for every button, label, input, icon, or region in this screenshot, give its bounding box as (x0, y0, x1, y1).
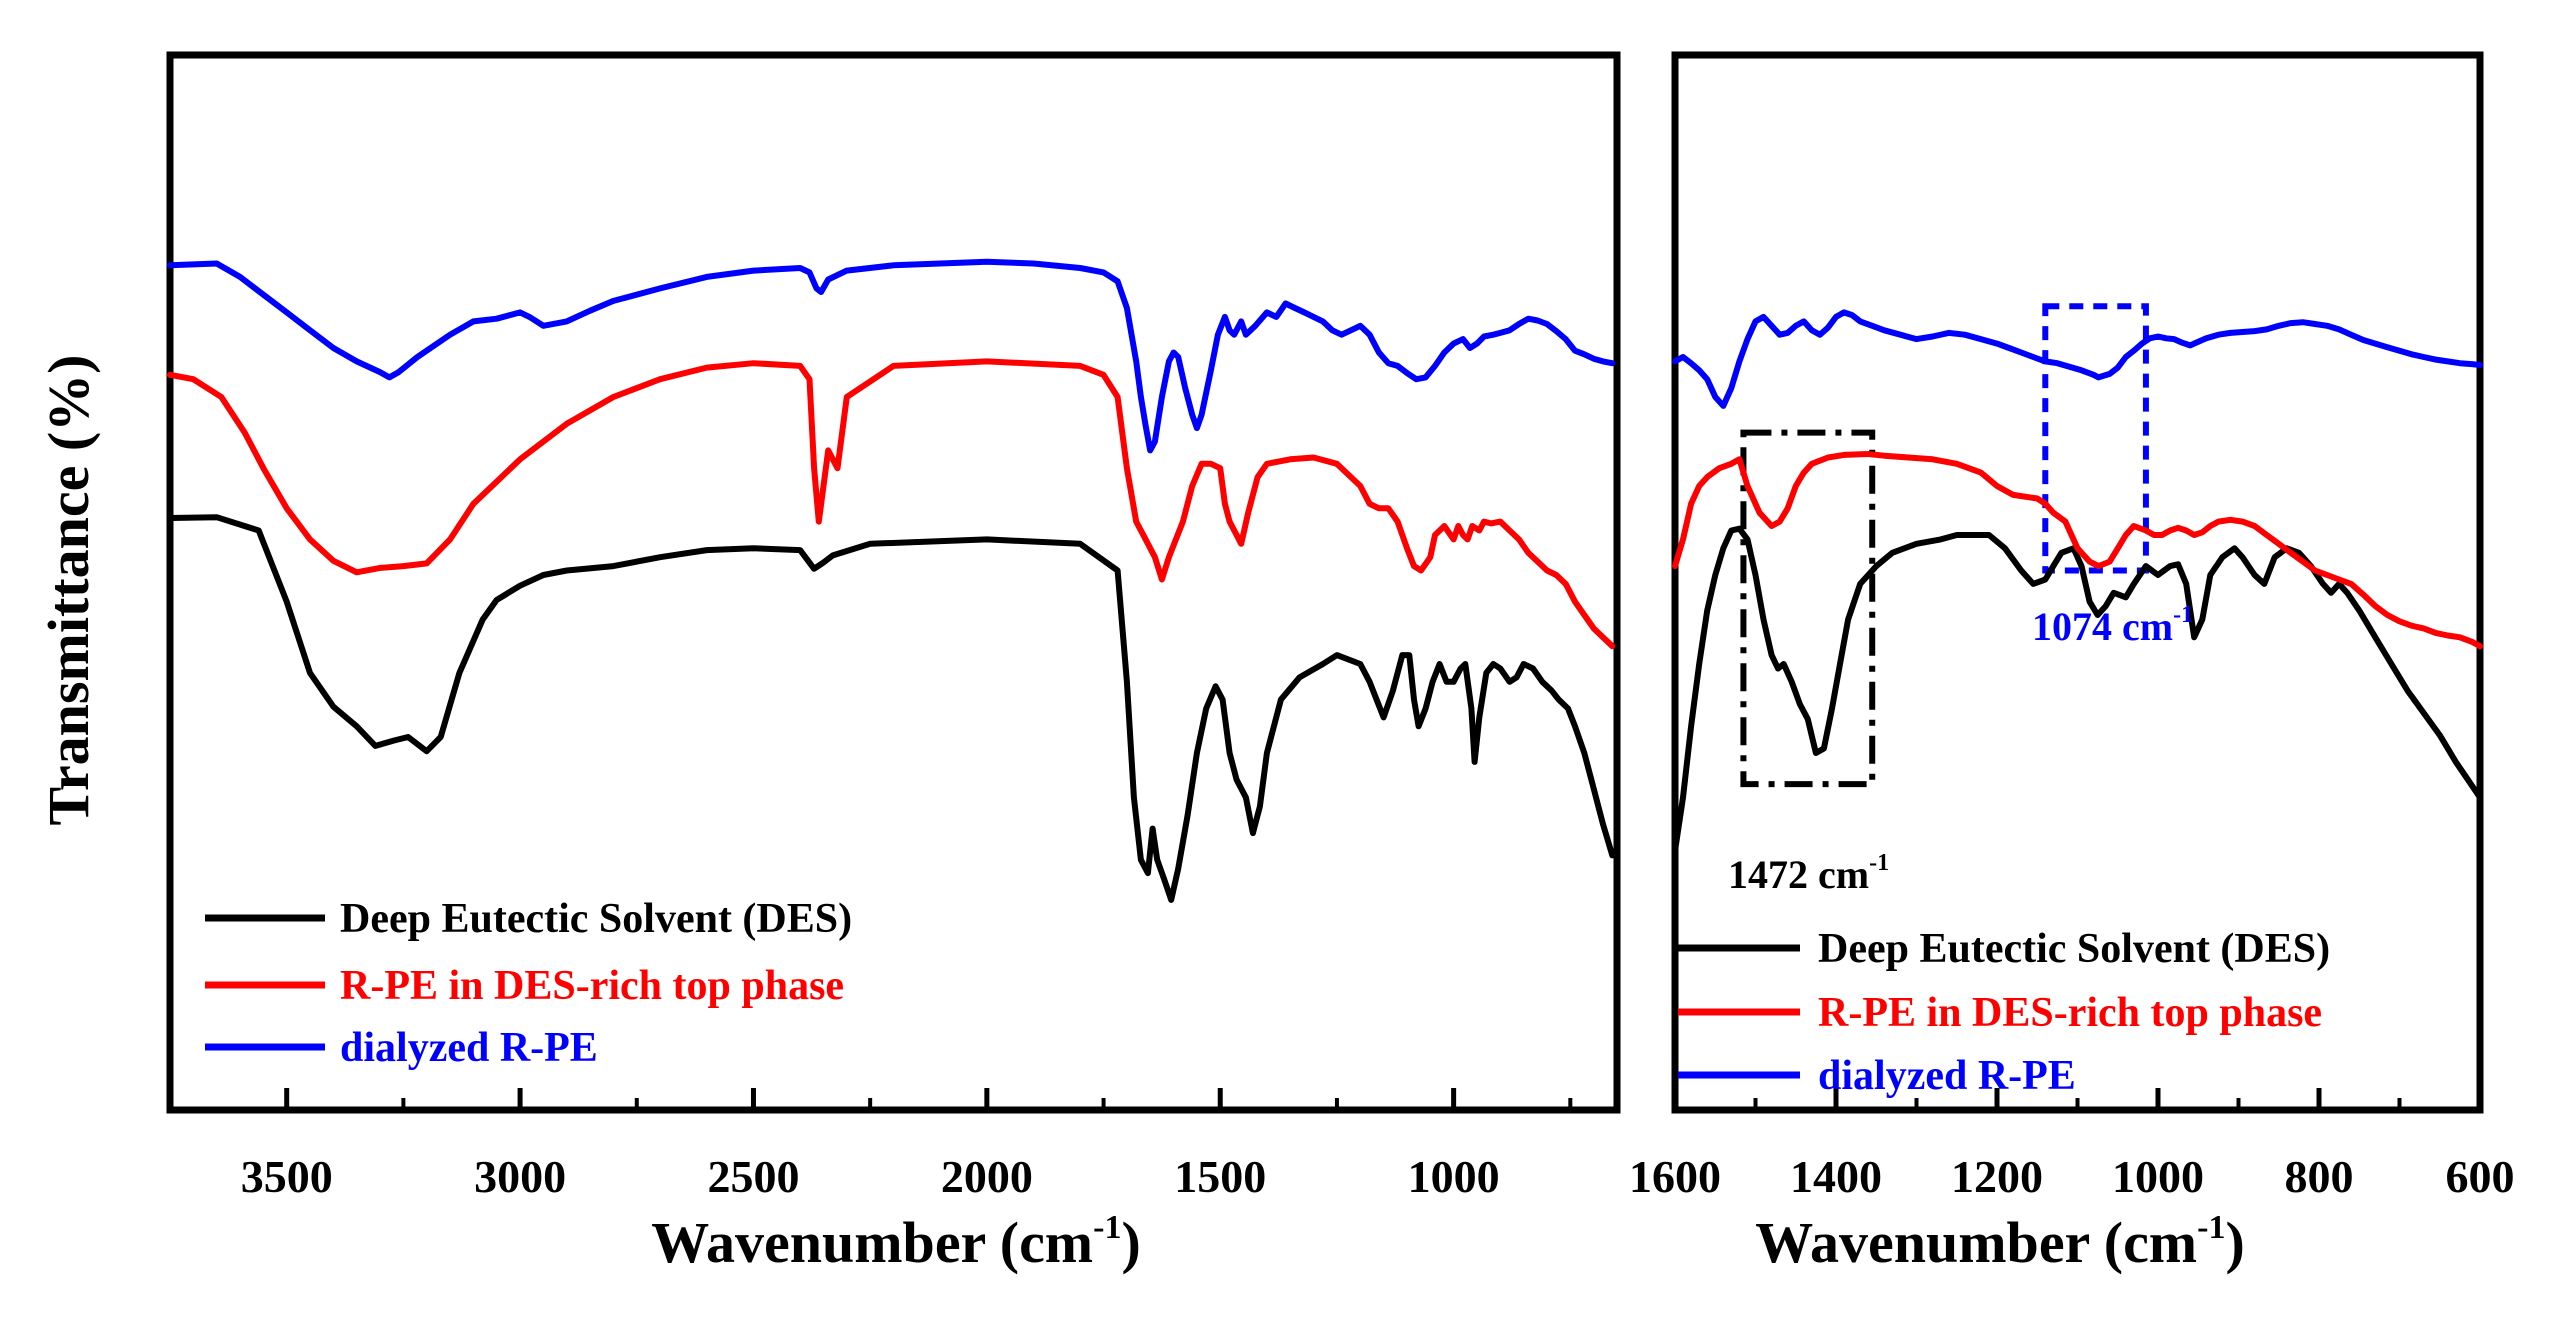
annotation-1472-label: 1472 cm-1 (1728, 850, 1889, 897)
x-tick-label: 1600 (1629, 1151, 1721, 1202)
left-plot-frame (166, 51, 1621, 1114)
left-x-axis-title-sup: -1 (1093, 1209, 1121, 1246)
right-x-ticks (1672, 1088, 2483, 1110)
right-legend-label-rpe: R-PE in DES-rich top phase (1818, 990, 2322, 1036)
annotation-box-1472 (1740, 429, 1876, 788)
right-x-axis-title-sup: -1 (2197, 1209, 2225, 1246)
left-x-axis-title: Wavenumber (cm-1) (651, 1209, 1141, 1275)
x-tick-label: 2000 (941, 1151, 1033, 1202)
right-panel: 1600 1400 1200 1000 800 600 1472 cm-1 1074 cm… (1629, 51, 2515, 1275)
right-series-dialyzed (1672, 309, 2483, 409)
left-series-des (167, 514, 1616, 903)
left-legend: Deep Eutectic Solvent (DES) R-PE in DES-… (205, 896, 852, 1071)
left-series-group (167, 258, 1616, 903)
x-tick-label: 800 (2285, 1151, 2354, 1202)
x-tick-label: 3000 (474, 1151, 566, 1202)
right-legend-label-des: Deep Eutectic Solvent (DES) (1818, 926, 2330, 972)
annotation-1074-text: 1074 cm (2032, 604, 2173, 649)
right-x-axis-title-close: ) (2225, 1210, 2244, 1275)
right-x-axis-title: Wavenumber (cm-1) (1755, 1209, 2245, 1275)
left-legend-label-des: Deep Eutectic Solvent (DES) (340, 896, 852, 942)
left-x-tick-labels: 3500 3000 2500 2000 1500 1000 (241, 1151, 1500, 1202)
right-annotation-boxes (1740, 303, 2149, 788)
left-legend-label-dialyzed: dialyzed R-PE (340, 1025, 598, 1071)
right-x-tick-labels: 1600 1400 1200 1000 800 600 (1629, 1151, 2515, 1202)
annotation-1472-sup: -1 (1869, 850, 1889, 876)
left-x-axis-title-close: ) (1121, 1210, 1140, 1275)
y-axis-title: Transmittance (%) (36, 355, 101, 826)
x-tick-label: 1400 (1790, 1151, 1882, 1202)
left-legend-label-rpe: R-PE in DES-rich top phase (340, 963, 844, 1009)
right-series-rpe (1672, 451, 2483, 650)
annotation-1074-label: 1074 cm-1 (2032, 602, 2193, 649)
right-series-group (1672, 309, 2483, 854)
left-panel: 3500 3000 2500 2000 1500 1000 Wavenumber (cm-… (166, 51, 1621, 1275)
left-x-axis-title-main: Wavenumber (cm (651, 1210, 1093, 1275)
annotation-box-1074 (2042, 303, 2149, 574)
annotation-1074-sup: -1 (2173, 602, 2193, 628)
x-tick-label: 2500 (707, 1151, 799, 1202)
x-tick-label: 1000 (1408, 1151, 1500, 1202)
x-tick-label: 1000 (2112, 1151, 2204, 1202)
left-series-rpe (167, 358, 1616, 650)
x-tick-label: 1500 (1174, 1151, 1266, 1202)
x-tick-label: 3500 (241, 1151, 333, 1202)
annotation-1472-text: 1472 cm (1728, 852, 1869, 897)
right-legend-label-dialyzed: dialyzed R-PE (1818, 1053, 2076, 1099)
right-series-des (1672, 525, 2483, 854)
left-x-ticks (168, 1088, 1573, 1110)
x-tick-label: 600 (2446, 1151, 2515, 1202)
right-x-axis-title-main: Wavenumber (cm (1755, 1210, 2197, 1275)
right-legend: Deep Eutectic Solvent (DES) R-PE in DES-… (1678, 926, 2330, 1099)
left-series-dialyzed (167, 258, 1616, 454)
x-tick-label: 1200 (1951, 1151, 2043, 1202)
